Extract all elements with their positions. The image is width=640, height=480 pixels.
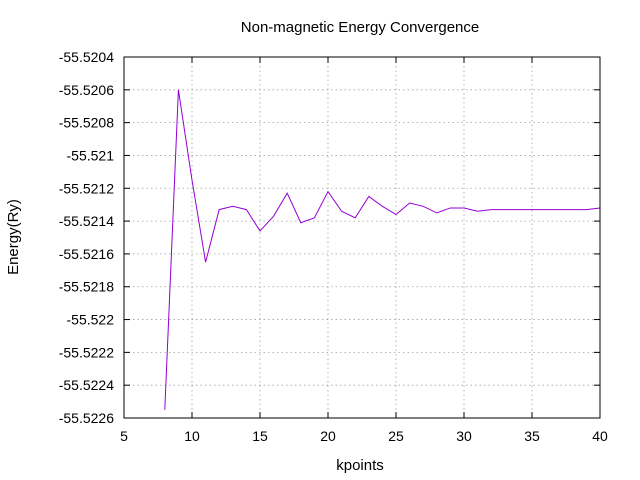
y-tick-label: -55.5208 [59, 115, 114, 131]
y-axis-label: Energy(Ry) [5, 199, 22, 275]
y-tick-label: -55.5224 [59, 377, 114, 393]
y-tick-label: -55.5212 [59, 180, 114, 196]
y-tick-label: -55.5222 [59, 344, 114, 360]
x-tick-label: 5 [120, 428, 128, 444]
x-tick-label: 20 [320, 428, 336, 444]
plot-frame [123, 56, 601, 419]
y-tick-label: -55.5206 [59, 82, 114, 98]
y-tick-label: -55.521 [67, 147, 115, 163]
axis-ticks [123, 56, 601, 419]
y-tick-label: -55.5226 [59, 410, 114, 426]
grid-lines [124, 57, 600, 418]
energy-series-line [164, 89, 601, 410]
x-tick-label: 30 [456, 428, 472, 444]
y-tick-label: -55.5216 [59, 246, 114, 262]
x-tick-label: 15 [252, 428, 268, 444]
x-axis-label: kpoints [336, 457, 384, 474]
y-tick-label: -55.5218 [59, 279, 114, 295]
y-tick-label: -55.522 [67, 312, 115, 328]
series-layer [164, 89, 601, 410]
tick-labels: 5 10 15 20 25 30 35 40 -55.5204 -55.5206 -55.5208 -… [59, 49, 608, 444]
x-tick-label: 35 [524, 428, 540, 444]
x-tick-label: 25 [388, 428, 404, 444]
chart-title: Non-magnetic Energy Convergence [241, 19, 479, 36]
x-tick-label: 10 [184, 428, 200, 444]
y-tick-label: -55.5204 [59, 49, 114, 65]
y-tick-label: -55.5214 [59, 213, 114, 229]
x-tick-label: 40 [592, 428, 608, 444]
